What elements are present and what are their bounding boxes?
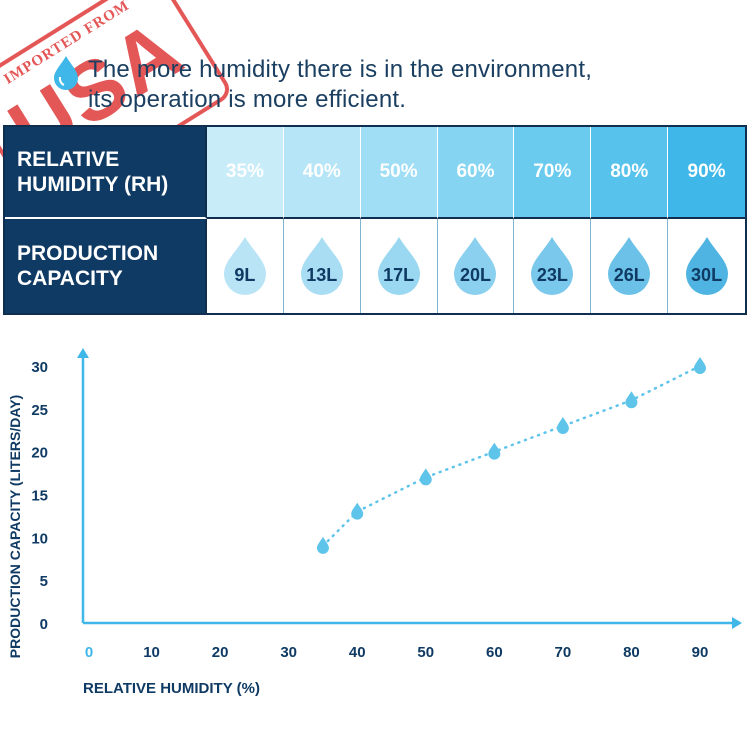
rh-value: 80% [610, 161, 649, 182]
y-tick-label: 15 [31, 488, 48, 505]
x-tick-label: 10 [143, 644, 160, 661]
y-tick-label: 5 [40, 573, 48, 590]
capacity-value: 30L [691, 265, 723, 285]
x-axis-label: RELATIVE HUMIDITY (%) [83, 680, 260, 697]
y-tick-label: 25 [31, 402, 48, 419]
capacity-cell: 30L [668, 219, 745, 313]
capacity-drop: 17L [375, 235, 423, 297]
rh-value: 35% [225, 161, 264, 182]
y-tick-label: 0 [40, 616, 48, 633]
rh-cell: 80% [591, 127, 669, 219]
water-drop-icon [531, 237, 574, 295]
data-point [625, 391, 638, 409]
rh-value: 40% [302, 161, 341, 182]
header-line-2: its operation is more efficient. [88, 86, 407, 113]
header-text: The more humidity there is in the enviro… [88, 55, 592, 115]
rh-cell: 35% [207, 127, 284, 219]
capacity-drop: 20L [451, 235, 499, 297]
header-line-1: The more humidity there is in the enviro… [88, 56, 593, 83]
x-tick-label: 0 [85, 644, 93, 661]
humidity-capacity-table: RELATIVE HUMIDITY (RH) 35% 40% 50% 60% 7… [3, 125, 747, 315]
water-drop-icon [608, 237, 651, 295]
data-point [316, 536, 329, 554]
capacity-drop: 23L [528, 235, 576, 297]
x-tick-label: 70 [555, 644, 572, 661]
y-tick-label: 10 [31, 530, 48, 547]
capacity-cell: 17L [360, 219, 438, 313]
x-tick-label: 40 [349, 644, 366, 661]
rh-row-header: RELATIVE HUMIDITY (RH) [5, 127, 207, 219]
capacity-cell: 9L [207, 219, 284, 313]
capacity-cell: 13L [283, 219, 361, 313]
rh-cell: 50% [360, 127, 438, 219]
data-point [419, 468, 432, 486]
water-drop-icon [300, 237, 343, 295]
rh-value: 60% [456, 161, 495, 182]
rh-cell: 60% [437, 127, 515, 219]
x-tick-label: 90 [692, 644, 709, 661]
x-tick-label: 80 [623, 644, 640, 661]
data-point [556, 416, 569, 434]
y-tick-label: 20 [31, 445, 48, 462]
header: The more humidity there is in the enviro… [52, 55, 592, 115]
capacity-label-line-1: PRODUCTION [17, 242, 159, 265]
water-drop-icon [685, 237, 728, 295]
capacity-drop: 30L [683, 235, 731, 297]
rh-value: 90% [687, 161, 726, 182]
data-point [694, 357, 706, 374]
capacity-value: 17L [383, 265, 415, 285]
capacity-drop: 26L [605, 235, 653, 297]
y-axis-label: PRODUCTION CAPACITY (LITERS/DAY) [7, 395, 23, 658]
x-tick-label: 50 [417, 644, 434, 661]
x-tick-label: 60 [486, 644, 503, 661]
water-drop-icon [454, 237, 497, 295]
rh-value: 50% [379, 161, 418, 182]
water-drop-icon [377, 237, 420, 295]
capacity-value: 9L [234, 265, 256, 285]
capacity-value: 13L [306, 265, 338, 285]
water-drop-icon [223, 237, 266, 295]
capacity-cell: 20L [437, 219, 515, 313]
rh-cell: 40% [283, 127, 361, 219]
y-tick-label: 30 [31, 359, 48, 376]
capacity-drop: 9L [221, 235, 269, 297]
capacity-cell: 23L [514, 219, 592, 313]
rh-label-line-1: RELATIVE [17, 148, 120, 171]
series-line [321, 364, 702, 548]
capacity-value: 26L [613, 265, 645, 285]
x-tick-label: 30 [280, 644, 297, 661]
data-point [488, 442, 501, 460]
data-point [351, 502, 364, 520]
capacity-drop: 13L [298, 235, 346, 297]
rh-label-line-2: HUMIDITY (RH) [17, 173, 169, 196]
capacity-value: 23L [536, 265, 568, 285]
capacity-cell: 26L [591, 219, 669, 313]
y-axis-arrow [77, 348, 89, 358]
x-axis-arrow [732, 617, 742, 629]
rh-cell: 70% [514, 127, 592, 219]
water-drop-icon [54, 56, 78, 90]
capacity-label-line-2: CAPACITY [17, 267, 123, 290]
capacity-value: 20L [459, 265, 491, 285]
rh-value: 70% [533, 161, 572, 182]
rh-cell: 90% [668, 127, 745, 219]
x-tick-label: 20 [212, 644, 229, 661]
capacity-row-header: PRODUCTION CAPACITY [5, 219, 207, 313]
capacity-chart: 0 5 10 15 20 25 30 0 10 20 30 40 50 60 70 80 90 RELATIVE … [7, 348, 742, 697]
